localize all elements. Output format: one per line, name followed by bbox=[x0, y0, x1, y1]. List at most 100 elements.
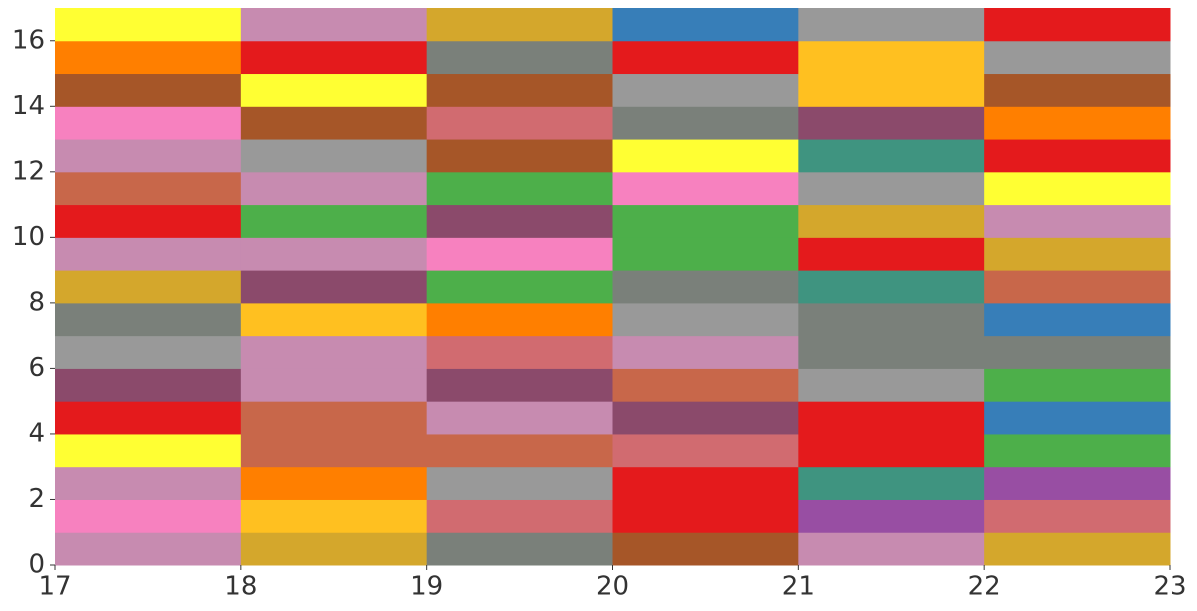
heatmap-cell bbox=[798, 40, 985, 75]
heatmap-cell bbox=[240, 532, 428, 566]
heatmap-cell bbox=[984, 270, 1171, 304]
heatmap-cell bbox=[798, 106, 985, 140]
x-tick-label: 20 bbox=[596, 572, 629, 602]
heatmap-cell bbox=[612, 204, 799, 238]
heatmap-cell bbox=[426, 466, 613, 500]
heatmap-cell bbox=[798, 532, 985, 566]
heatmap-cell bbox=[240, 270, 428, 304]
x-tick-label: 21 bbox=[782, 572, 815, 602]
y-tick-label: 0 bbox=[28, 550, 45, 580]
y-tick-label: 14 bbox=[12, 91, 45, 121]
heatmap-cell bbox=[426, 73, 613, 107]
heatmap-cell bbox=[612, 368, 799, 402]
heatmap-cell bbox=[984, 106, 1171, 140]
heatmap-cell bbox=[55, 106, 242, 140]
heatmap-cell bbox=[240, 8, 428, 42]
heatmap-cell bbox=[984, 8, 1171, 42]
heatmap-cell bbox=[798, 270, 985, 304]
y-tick-label: 12 bbox=[12, 156, 45, 186]
heatmap-cell bbox=[798, 401, 985, 435]
x-tick-label: 17 bbox=[38, 572, 71, 602]
heatmap-cell bbox=[426, 401, 613, 435]
y-tick-label: 2 bbox=[28, 484, 45, 514]
heatmap-cell bbox=[55, 532, 242, 566]
heatmap-cell bbox=[798, 368, 985, 402]
heatmap-cell bbox=[798, 499, 985, 533]
heatmap-cell bbox=[984, 73, 1171, 107]
heatmap-cell bbox=[984, 532, 1171, 566]
heatmap-cell bbox=[798, 139, 985, 173]
heatmap-cell bbox=[426, 335, 613, 369]
heatmap-cell bbox=[612, 499, 799, 533]
heatmap-cell bbox=[612, 139, 799, 173]
heatmap-cell bbox=[798, 335, 985, 369]
heatmap-cell bbox=[240, 106, 428, 140]
x-tick-label: 19 bbox=[410, 572, 443, 602]
heatmap-cell bbox=[984, 335, 1171, 369]
heatmap-cell bbox=[612, 106, 799, 140]
heatmap-cell bbox=[426, 302, 613, 337]
heatmap-cell bbox=[240, 40, 428, 75]
heatmap-cell bbox=[984, 40, 1171, 75]
heatmap-cell bbox=[426, 532, 613, 566]
heatmap-cell bbox=[612, 73, 799, 107]
heatmap-cell bbox=[426, 499, 613, 533]
heatmap-cell bbox=[240, 499, 428, 533]
heatmap-cell bbox=[426, 106, 613, 140]
heatmap-cell bbox=[240, 139, 428, 173]
heatmap-cell bbox=[426, 8, 613, 42]
heatmap-cell bbox=[55, 466, 242, 500]
y-tick-label: 4 bbox=[28, 418, 45, 448]
heatmap-cell bbox=[798, 171, 985, 206]
heatmap-cell bbox=[426, 433, 613, 468]
heatmap-cell bbox=[426, 171, 613, 206]
heatmap-cell bbox=[798, 73, 985, 107]
heatmap-cell bbox=[240, 401, 428, 435]
heatmap-cell bbox=[984, 368, 1171, 402]
heatmap-cell bbox=[984, 302, 1171, 337]
heatmap-cell bbox=[612, 466, 799, 500]
heatmap-cell bbox=[55, 499, 242, 533]
heatmap-cell bbox=[240, 237, 428, 271]
heatmap-cell bbox=[55, 237, 242, 271]
heatmap-cell bbox=[984, 171, 1171, 206]
heatmap-cell bbox=[612, 8, 799, 42]
heatmap-cell bbox=[426, 139, 613, 173]
heatmap-cell bbox=[612, 40, 799, 75]
heatmap-cell bbox=[984, 499, 1171, 533]
heatmap-cell bbox=[612, 302, 799, 337]
heatmap-cell bbox=[240, 466, 428, 500]
heatmap-cell bbox=[240, 433, 428, 468]
heatmap-cell bbox=[426, 237, 613, 271]
heatmap-cell bbox=[426, 204, 613, 238]
heatmap-cell bbox=[240, 204, 428, 238]
x-tick-label: 18 bbox=[224, 572, 257, 602]
heatmap-cell bbox=[984, 466, 1171, 500]
heatmap-cell bbox=[612, 401, 799, 435]
heatmap-cell bbox=[984, 204, 1171, 238]
heatmap-cell bbox=[612, 532, 799, 566]
heatmap-cell bbox=[984, 237, 1171, 271]
x-tick-label: 22 bbox=[968, 572, 1001, 602]
heatmap-cell bbox=[426, 368, 613, 402]
heatmap-cell bbox=[984, 139, 1171, 173]
heatmap-cell bbox=[984, 433, 1171, 468]
heatmap-cell bbox=[612, 270, 799, 304]
heatmap-cell bbox=[798, 237, 985, 271]
heatmap-cell bbox=[798, 302, 985, 337]
heatmap-cell bbox=[240, 302, 428, 337]
heatmap-cell bbox=[55, 270, 242, 304]
heatmap-cell bbox=[55, 204, 242, 238]
heatmap-cell bbox=[798, 466, 985, 500]
heatmap-cell bbox=[55, 368, 242, 402]
heatmap-cell bbox=[55, 73, 242, 107]
x-tick-label: 23 bbox=[1153, 572, 1186, 602]
y-tick-label: 6 bbox=[28, 353, 45, 383]
heatmap-cell bbox=[55, 433, 242, 468]
y-tick-label: 10 bbox=[12, 222, 45, 252]
heatmap-cell bbox=[55, 40, 242, 75]
heatmap-cell bbox=[240, 335, 428, 369]
y-tick-label: 8 bbox=[28, 287, 45, 317]
heatmap-cell bbox=[798, 433, 985, 468]
